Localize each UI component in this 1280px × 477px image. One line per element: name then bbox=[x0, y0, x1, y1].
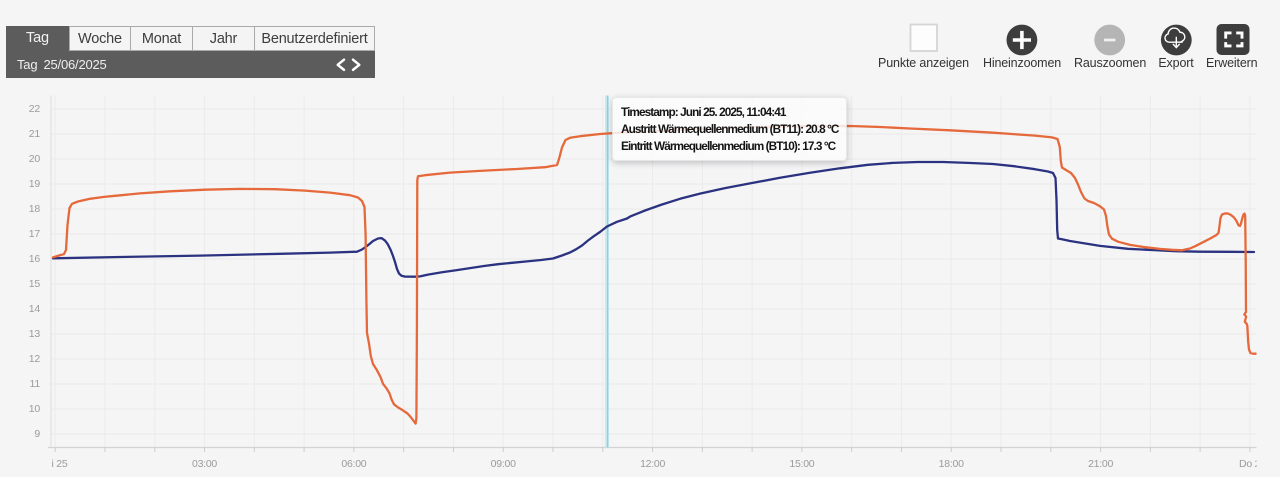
svg-text:17: 17 bbox=[29, 228, 41, 240]
svg-text:19: 19 bbox=[29, 178, 41, 190]
svg-text:11: 11 bbox=[30, 378, 41, 390]
svg-text:22: 22 bbox=[29, 103, 41, 115]
svg-text:13: 13 bbox=[29, 328, 41, 340]
svg-text:03:00: 03:00 bbox=[192, 458, 217, 470]
svg-text:18:00: 18:00 bbox=[939, 458, 964, 470]
svg-text:21:00: 21:00 bbox=[1088, 458, 1113, 470]
svg-text:15: 15 bbox=[29, 278, 41, 290]
svg-text:09:00: 09:00 bbox=[491, 458, 516, 470]
svg-text:9: 9 bbox=[34, 428, 40, 440]
svg-text:Do 26: Do 26 bbox=[1239, 458, 1266, 470]
svg-text:18: 18 bbox=[29, 203, 41, 215]
svg-text:06:00: 06:00 bbox=[341, 458, 366, 470]
svg-text:20: 20 bbox=[29, 153, 41, 165]
svg-text:21: 21 bbox=[29, 128, 41, 140]
svg-text:i 25: i 25 bbox=[52, 458, 68, 470]
svg-text:10: 10 bbox=[29, 403, 41, 415]
svg-text:12: 12 bbox=[29, 353, 41, 365]
svg-text:14: 14 bbox=[29, 303, 41, 315]
svg-text:16: 16 bbox=[29, 253, 41, 265]
svg-text:12:00: 12:00 bbox=[640, 458, 665, 470]
svg-text:15:00: 15:00 bbox=[789, 458, 814, 470]
